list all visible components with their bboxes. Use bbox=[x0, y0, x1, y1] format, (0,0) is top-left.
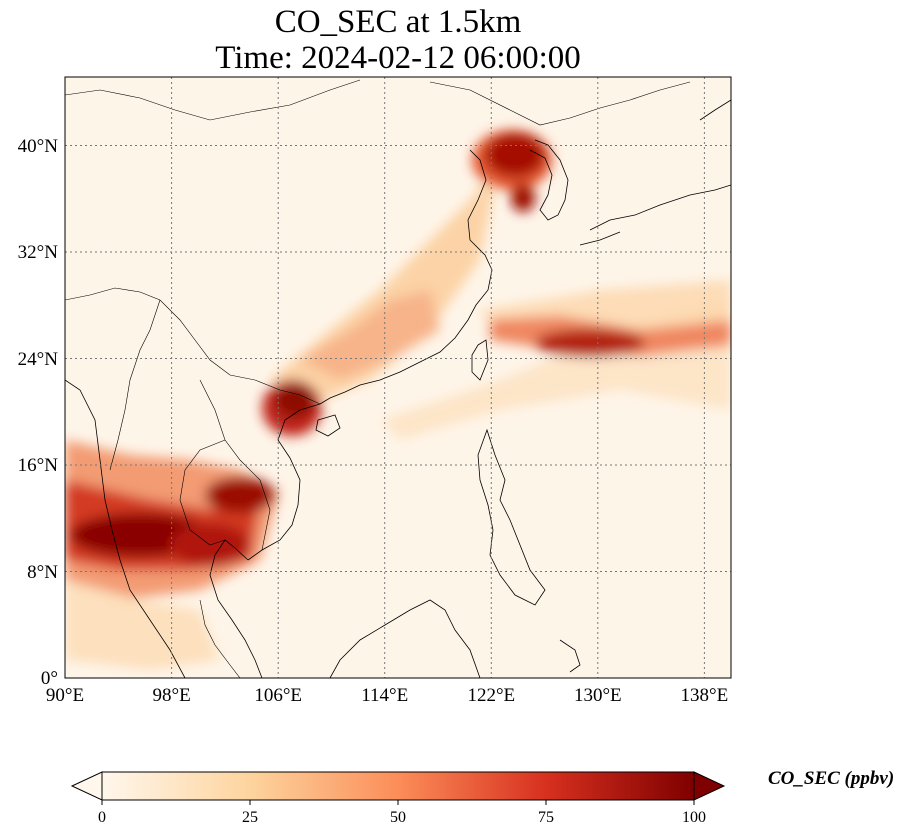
lat-label: 16°N bbox=[18, 455, 59, 476]
colorbar: 0 25 50 75 100 bbox=[70, 771, 726, 826]
colorbar-tick: 50 bbox=[390, 809, 406, 826]
gridlines bbox=[65, 77, 731, 678]
lat-label: 40°N bbox=[18, 136, 59, 157]
map-area bbox=[65, 77, 731, 678]
colorbar-bar bbox=[101, 771, 695, 801]
colorbar-tick: 25 bbox=[242, 809, 258, 826]
colorbar-tick: 75 bbox=[538, 809, 554, 826]
lat-label: 32°N bbox=[18, 242, 59, 263]
lat-label: 24°N bbox=[18, 349, 59, 370]
lon-label: 138°E bbox=[681, 685, 729, 706]
lon-label: 122°E bbox=[467, 685, 515, 706]
lat-labels: 0° 8°N 16°N 24°N 32°N 40°N bbox=[18, 136, 59, 689]
map-title-line2: Time: 2024-02-12 06:00:00 bbox=[215, 40, 581, 76]
map-frame bbox=[64, 76, 732, 679]
map-title-line1: CO_SEC at 1.5km bbox=[274, 4, 522, 40]
lon-label: 90°E bbox=[46, 685, 84, 706]
colorbar-extend-min bbox=[70, 771, 103, 801]
lat-label: 8°N bbox=[27, 562, 58, 583]
colorbar-extend-max bbox=[693, 771, 726, 801]
colorbar-tick: 100 bbox=[682, 809, 706, 826]
colorbar-label: CO_SEC (ppbv) bbox=[768, 768, 895, 789]
lat-label: 0° bbox=[41, 668, 58, 689]
lon-labels: 90°E 98°E 106°E 114°E 122°E 130°E 138°E bbox=[46, 685, 728, 706]
lon-label: 130°E bbox=[574, 685, 622, 706]
colorbar-tick: 0 bbox=[98, 809, 106, 826]
lon-label: 106°E bbox=[254, 685, 302, 706]
coastlines bbox=[65, 79, 731, 678]
lon-label: 98°E bbox=[152, 685, 190, 706]
lon-label: 114°E bbox=[361, 685, 408, 706]
